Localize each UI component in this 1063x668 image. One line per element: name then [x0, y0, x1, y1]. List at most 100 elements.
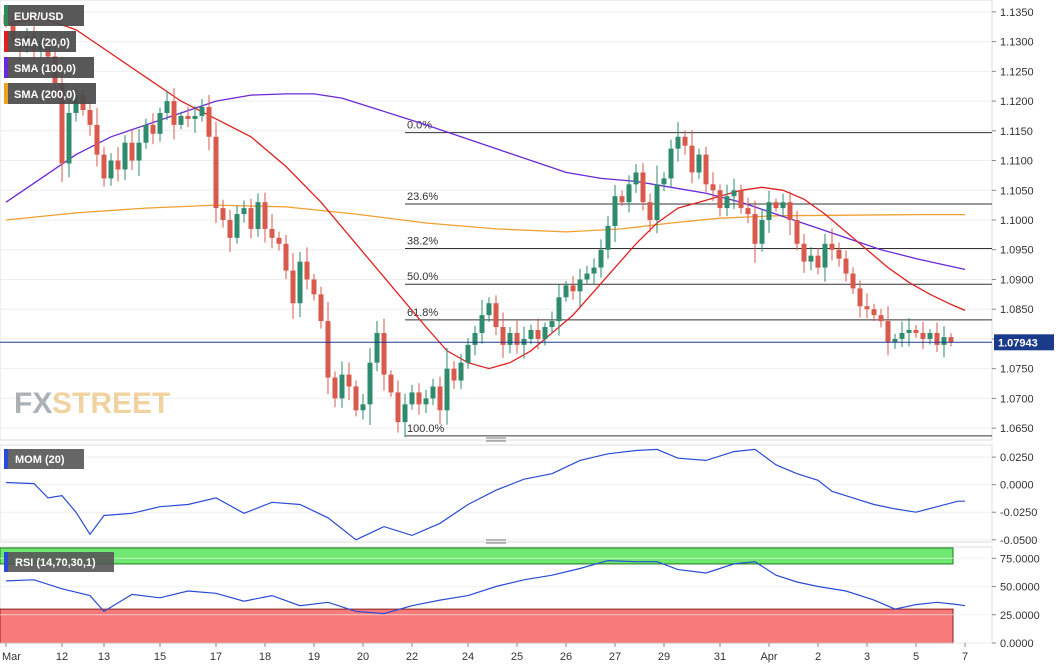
panel-divider-2[interactable] — [486, 539, 506, 544]
candle-body — [696, 154, 702, 173]
candle-body — [227, 220, 233, 238]
candle-body — [143, 124, 149, 143]
candle-body — [192, 115, 198, 119]
rsi-line — [5, 559, 966, 615]
candle — [948, 333, 954, 347]
legend-item[interactable]: SMA (20,0) — [4, 31, 76, 52]
last-price-badge — [994, 334, 1054, 351]
candle — [717, 184, 723, 217]
candle — [276, 231, 282, 251]
candle-body — [808, 255, 814, 262]
candle-body — [885, 321, 891, 342]
candle — [773, 198, 779, 212]
sma-20-line — [5, 17, 966, 370]
candle-body — [122, 142, 128, 170]
candle-body — [255, 202, 261, 229]
candle — [745, 197, 751, 224]
candle-body — [94, 124, 100, 155]
candle — [906, 318, 912, 347]
candle-body — [612, 196, 618, 226]
price-y-axis: 1.1350 1.1300 1.1250 1.1200 1.1150 1.1100 1.10… — [992, 7, 1034, 435]
candle-body — [710, 184, 716, 191]
panel-divider-1[interactable] — [486, 437, 506, 442]
x-tick-label: 26 — [560, 651, 572, 663]
candle-body — [948, 337, 954, 343]
candle — [703, 146, 709, 193]
candle — [605, 215, 611, 259]
candle — [248, 198, 254, 239]
candle — [108, 153, 114, 186]
candle — [850, 267, 856, 294]
legend-item[interactable]: SMA (100,0) — [4, 57, 94, 78]
candle — [409, 384, 415, 410]
candle-body — [920, 332, 926, 339]
candle-body — [339, 374, 345, 399]
candle-body — [892, 338, 898, 342]
candle — [416, 383, 422, 415]
candle — [808, 247, 814, 271]
x-tick-label: 7 — [962, 651, 968, 663]
candle — [528, 324, 534, 345]
candle-body — [234, 214, 240, 238]
x-tick-label: 3 — [864, 651, 870, 663]
candle — [192, 106, 198, 133]
candle — [465, 338, 471, 369]
candle — [570, 275, 576, 300]
candle — [178, 111, 184, 130]
legend-item-bg — [4, 83, 96, 104]
candle-body — [101, 154, 107, 179]
candle — [689, 130, 695, 184]
candle-body — [206, 107, 212, 137]
candle-body — [73, 95, 79, 113]
candle-body — [542, 327, 548, 339]
candlesticks — [3, 11, 954, 438]
candle — [878, 308, 884, 328]
momentum-tick-label: 0.0000 — [1000, 480, 1034, 492]
candle-body — [822, 243, 828, 268]
candle-body — [633, 172, 639, 185]
candle-body — [626, 184, 632, 203]
price-tick-label: 1.0700 — [1000, 393, 1034, 405]
price-tick-label: 1.0900 — [1000, 274, 1034, 286]
candle — [143, 118, 149, 149]
candle — [451, 361, 457, 390]
candle-body — [577, 279, 583, 292]
fib-label: 100.0% — [407, 423, 445, 435]
candle — [612, 184, 618, 242]
candle — [759, 208, 765, 252]
price-tick-label: 1.1350 — [1000, 7, 1034, 19]
candle — [171, 88, 177, 140]
candle — [353, 380, 359, 417]
candle — [122, 135, 128, 181]
candle-body — [913, 330, 919, 333]
rsi-label-text: RSI (14,70,30,1) — [15, 557, 96, 569]
candle — [381, 318, 387, 391]
candle-body — [661, 178, 667, 185]
candle — [227, 210, 233, 253]
candle — [682, 130, 688, 155]
candle — [374, 320, 380, 372]
candle-body — [283, 243, 289, 271]
candle-body — [675, 136, 681, 149]
candle — [94, 107, 100, 167]
candle-body — [241, 208, 247, 215]
candle — [430, 378, 436, 406]
legend-item[interactable]: SMA (200,0) — [4, 83, 96, 104]
momentum-tick-label: -0.0500 — [1000, 535, 1037, 547]
rsi-oversold-zone — [0, 608, 954, 644]
x-tick-label: Mar — [2, 651, 21, 663]
candle — [500, 312, 506, 358]
candle — [640, 163, 646, 211]
candle — [857, 280, 863, 318]
candle-body — [136, 142, 142, 161]
candle-body — [276, 237, 282, 244]
candle — [493, 295, 499, 335]
candle-body — [472, 332, 478, 345]
candle — [269, 214, 275, 249]
legend-item[interactable]: EUR/USD — [4, 5, 84, 26]
legend-color-swatch — [4, 57, 8, 78]
candle — [731, 178, 737, 210]
candle — [654, 165, 660, 234]
candle-body — [479, 315, 485, 333]
candle — [206, 94, 212, 151]
